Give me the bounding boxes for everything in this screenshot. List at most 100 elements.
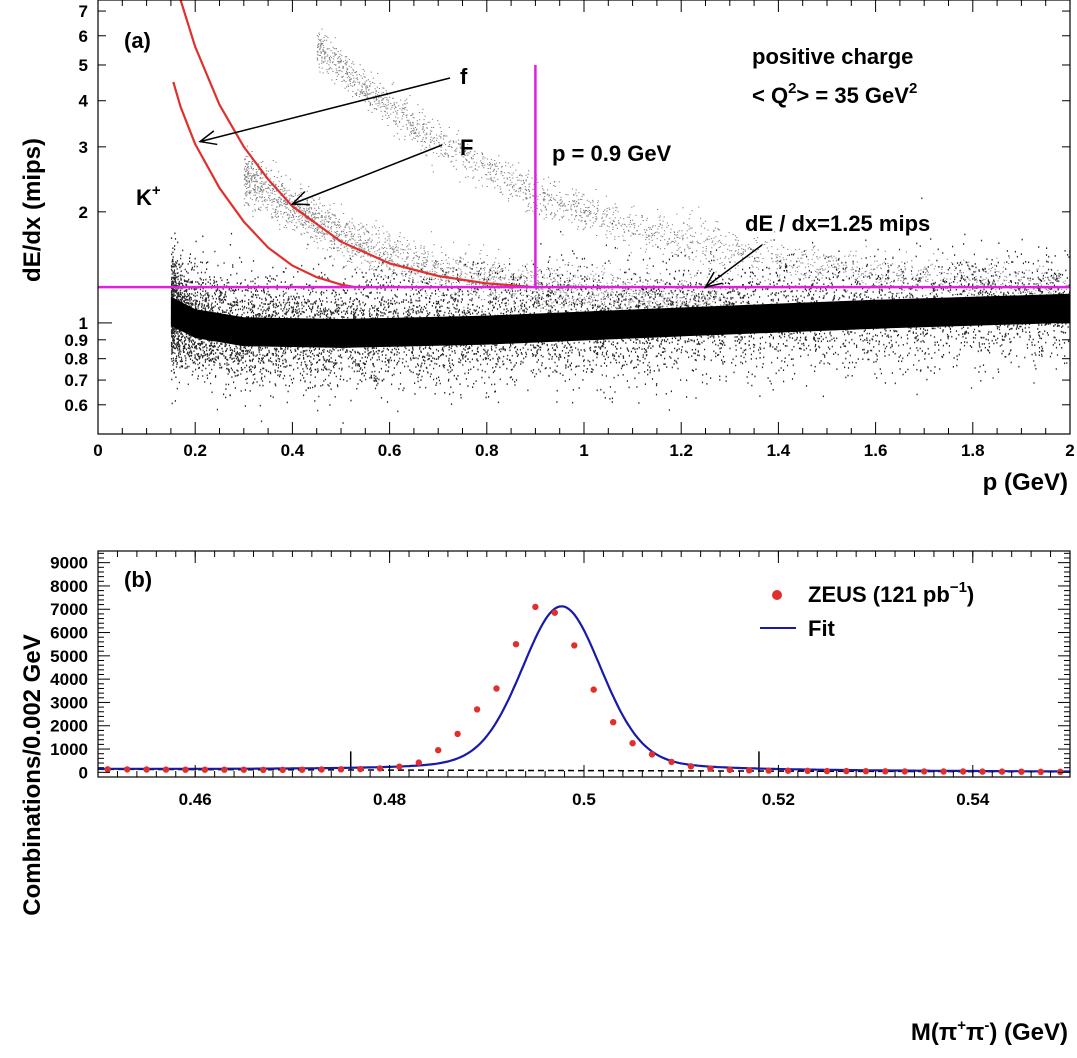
x-tick-label: 1: [579, 441, 588, 460]
scatter-band-protons: [316, 28, 1070, 313]
data-point: [940, 768, 947, 775]
y-tick-label: 2: [79, 203, 88, 222]
y-tick-label: 3: [79, 138, 88, 157]
curve-f: [172, 81, 356, 289]
panel-b-label: (b): [124, 567, 152, 592]
y-tick-label: 0.7: [64, 371, 88, 390]
data-point: [746, 767, 753, 774]
fit-curve: [98, 605, 1070, 773]
kaon-annotation: K+: [136, 182, 161, 210]
panel-a-label: (a): [124, 28, 151, 53]
y-tick-label: 9000: [50, 554, 88, 573]
panel-b-y-ticks: 0 1000 2000 3000 4000 5000 6000 7000 8000 9000: [50, 552, 1070, 782]
data-point: [493, 685, 500, 692]
data-point: [396, 763, 403, 770]
data-point: [551, 609, 558, 616]
data-point: [298, 766, 306, 773]
panel-b-y-axis-title: Combinations/0.002 GeV: [19, 634, 46, 915]
legend-data-sup: −1: [950, 579, 967, 596]
panel-b: 0.46 0.48 0.5 0.52 0.54 0 1000 2000 3000 4000 500…: [19, 550, 1071, 1046]
scatter-band-kaons: [243, 145, 731, 334]
data-point: [182, 766, 189, 773]
data-point: [979, 768, 986, 775]
x-tick-label: 1.8: [961, 441, 985, 460]
kaon-symbol: K: [136, 185, 152, 210]
data-point: [435, 747, 442, 754]
data-point: [784, 767, 792, 774]
q2-unit-superscript: 2: [909, 80, 917, 97]
data-point: [571, 642, 578, 649]
data-point: [279, 766, 286, 773]
y-tick-label: 4: [79, 92, 89, 111]
panel-a: 0 0.2 0.4 0.6 0.8 1 1.2 1.4 1.6 1.8 2 0.60.70.80.9…: [19, 0, 1075, 496]
y-tick-label: 1: [79, 314, 88, 333]
signal-window-markers: [349, 751, 760, 772]
y-tick-label: 0: [79, 763, 88, 782]
q2-prefix: < Q: [752, 83, 788, 108]
dedx-cut-annotation: dE / dx=1.25 mips: [745, 211, 930, 236]
data-point: [629, 740, 636, 747]
xlabel-part-2: π: [966, 1019, 984, 1046]
x-tick-label: 0.6: [378, 441, 402, 460]
y-tick-label: 6000: [50, 624, 88, 643]
y-tick-label: 7: [79, 2, 88, 21]
arrow-curve-f: [198, 77, 451, 146]
data-point: [998, 768, 1006, 775]
legend-data-end: ): [967, 582, 974, 607]
data-point: [959, 768, 967, 775]
data-point: [473, 706, 481, 713]
data-point: [726, 766, 733, 773]
x-tick-label: 0.48: [373, 790, 406, 809]
data-point: [240, 766, 247, 773]
data-point: [765, 767, 772, 774]
q2-annotation: < Q2> = 35 GeV2: [752, 80, 917, 108]
y-tick-label: 5: [79, 56, 88, 75]
bethe-bloch-curves: [172, 0, 536, 289]
data-point: [1057, 768, 1064, 775]
y-tick-label: 5000: [50, 647, 88, 666]
y-tick-label: 0.6: [64, 396, 88, 415]
data-point: [104, 766, 111, 773]
data-point: [882, 768, 889, 775]
legend-data-text: ZEUS (121 pb: [808, 582, 950, 607]
arrow-dedx-cut: [704, 244, 763, 289]
x-tick-label: 0.5: [572, 790, 596, 809]
y-tick-label: 1000: [50, 740, 88, 759]
y-tick-label: 6: [79, 27, 88, 46]
kaon-charge: +: [152, 182, 161, 199]
x-tick-label: 0: [93, 441, 102, 460]
legend-data-label: ZEUS (121 pb−1): [808, 579, 974, 607]
data-point: [862, 768, 870, 775]
x-tick-label: 0.4: [281, 441, 305, 460]
xlabel-part-1: M(π: [911, 1019, 957, 1046]
legend-data-marker: [772, 590, 782, 600]
x-tick-label: 0.52: [762, 790, 795, 809]
zeus-data-points: [104, 603, 1064, 775]
x-tick-label: 0.8: [475, 441, 499, 460]
x-tick-label: 1.4: [767, 441, 791, 460]
y-tick-label: 2000: [50, 717, 88, 736]
data-point: [1037, 768, 1045, 775]
y-tick-label: 4000: [50, 670, 88, 689]
panel-a-y-axis-title: dE/dx (mips): [19, 138, 46, 282]
y-tick-label: 0.8: [64, 350, 88, 369]
y-tick-label: 0.9: [64, 331, 88, 350]
data-point: [687, 763, 695, 770]
fit-line: [98, 605, 1070, 773]
data-point: [532, 603, 539, 611]
xlabel-sup-2: -: [984, 1017, 989, 1034]
panel-b-x-axis-title: M(π+π-) (GeV): [911, 1017, 1068, 1046]
x-tick-label: 0.46: [179, 790, 212, 809]
p-cut-annotation: p = 0.9 GeV: [552, 141, 672, 166]
dedx-scatter-points: [170, 28, 1070, 424]
data-point: [901, 768, 908, 775]
xlabel-part-3: ) (GeV): [989, 1019, 1068, 1046]
y-tick-label: 7000: [50, 600, 88, 619]
xlabel-sup-1: +: [957, 1017, 966, 1034]
panel-a-y-ticks: 0.6 0.7 0.80.91 2 3 4 5 6 7: [64, 2, 1070, 415]
y-tick-label: 8000: [50, 577, 88, 596]
arrow-curve-F: [290, 144, 443, 206]
x-tick-label: 2: [1065, 441, 1074, 460]
panel-b-x-ticks: 0.46 0.48 0.5 0.52 0.54: [97, 551, 1071, 809]
data-point: [357, 765, 364, 773]
